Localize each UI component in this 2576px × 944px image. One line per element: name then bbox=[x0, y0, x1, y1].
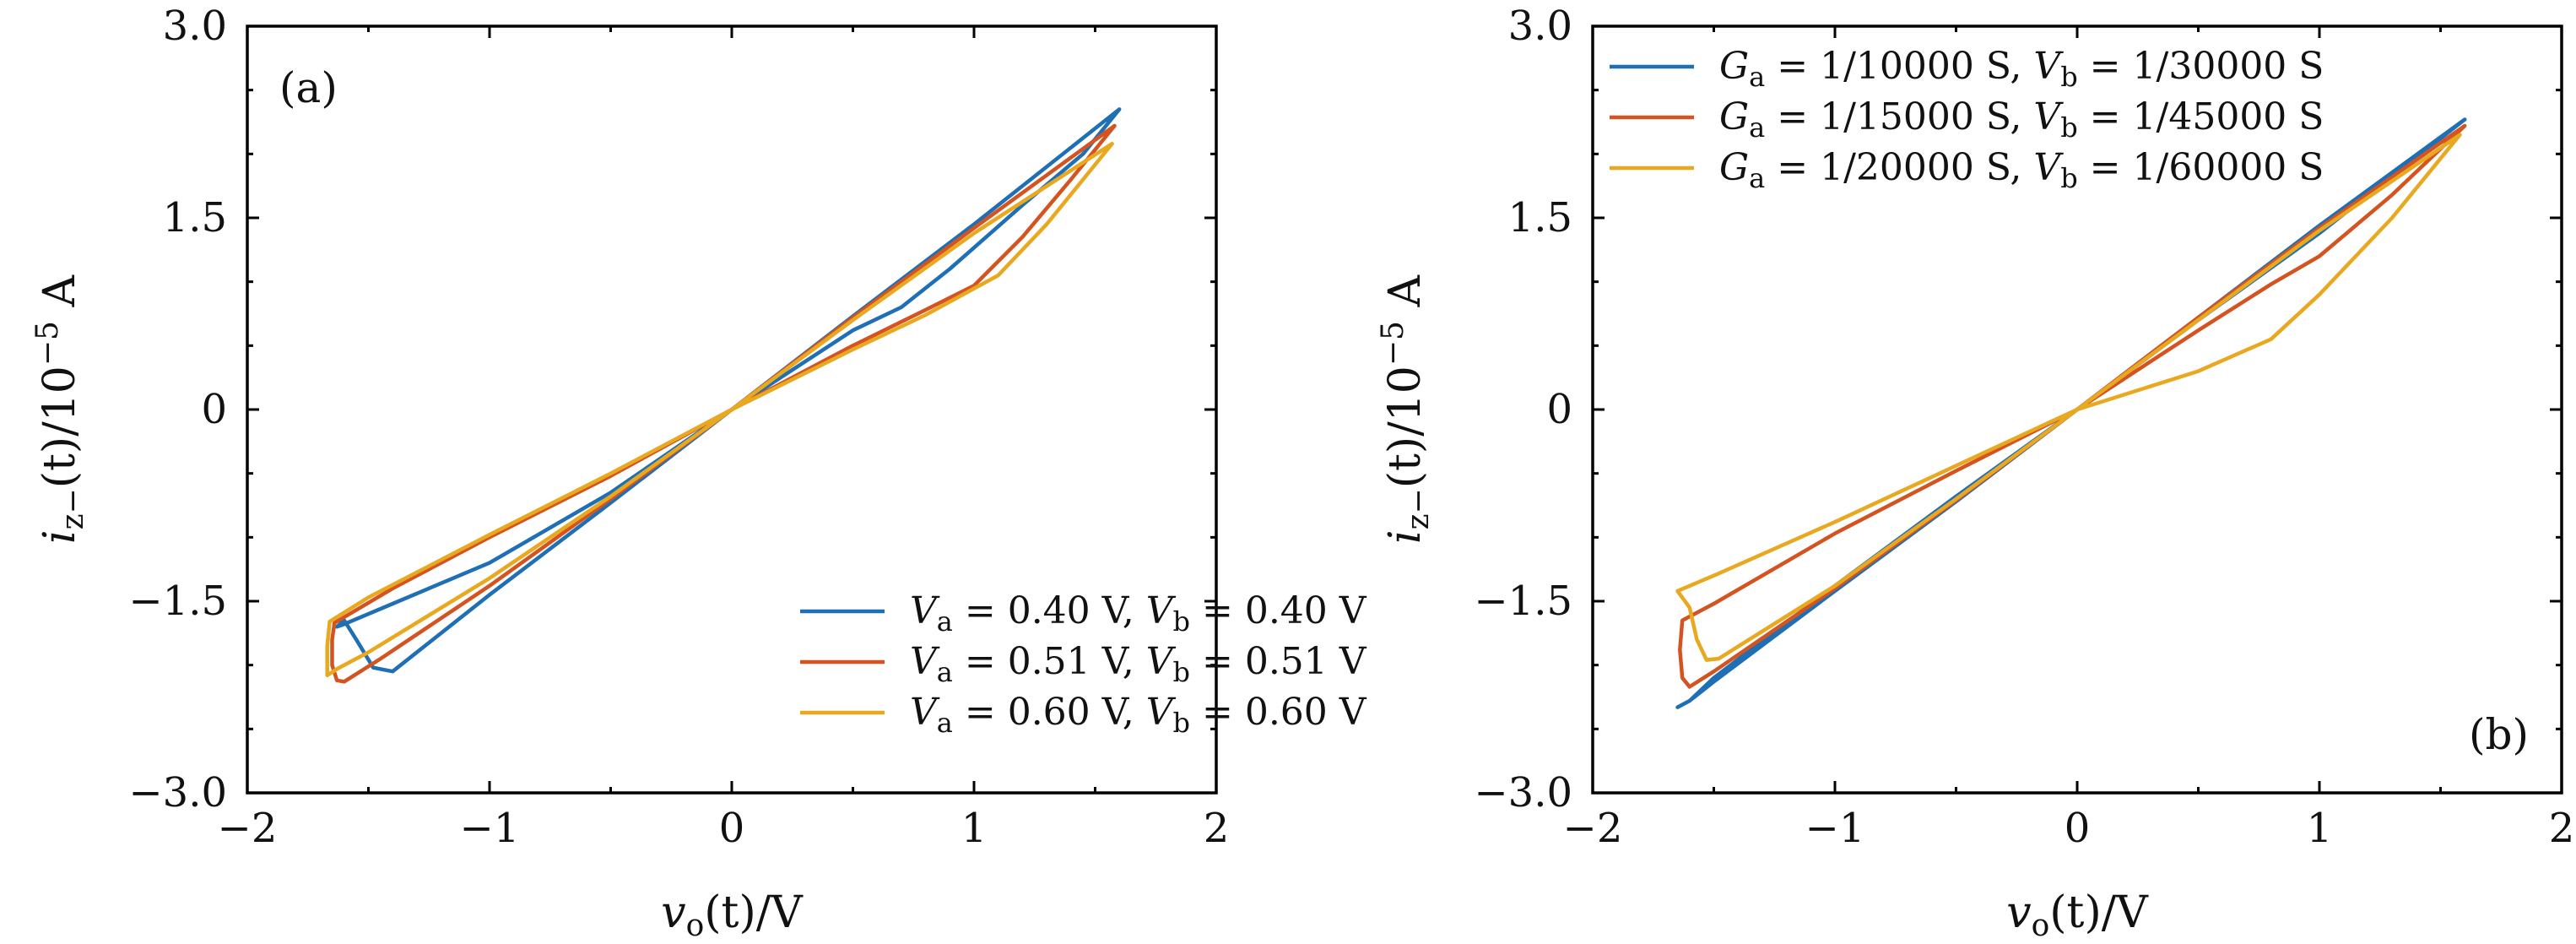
y-tick-label: −3.0 bbox=[128, 769, 227, 817]
panel-label: (b) bbox=[2469, 710, 2529, 759]
legend-entry: Ga = 1/10000 S, Vb = 1/30000 S bbox=[1719, 45, 2324, 93]
x-tick-label: −2 bbox=[218, 805, 278, 852]
y-tick-label: 1.5 bbox=[163, 194, 227, 241]
legend-entry: Ga = 1/20000 S, Vb = 1/60000 S bbox=[1719, 146, 2324, 194]
series-group bbox=[1675, 117, 2467, 709]
y-tick-label: −3.0 bbox=[1474, 769, 1572, 817]
x-tick-label: −2 bbox=[1563, 805, 1623, 852]
y-tick-label: 3.0 bbox=[163, 3, 227, 50]
x-axis-label: vo(t)/V bbox=[661, 887, 804, 943]
legend: Va = 0.40 V, Vb = 0.40 VVa = 0.51 V, Vb … bbox=[800, 589, 1367, 739]
y-tick-label: 3.0 bbox=[1508, 3, 1572, 50]
x-tick-label: 1 bbox=[961, 805, 988, 852]
panel-b: −2 −1 0 1 2 −3.0 −1.5 0 1.5 3.0 vo(t)/V iz−(t)/10−5… bbox=[1376, 3, 2574, 943]
y-tick-label: 0 bbox=[1546, 386, 1572, 433]
series-line-3 bbox=[1675, 133, 2462, 662]
legend-entry: Ga = 1/15000 S, Vb = 1/45000 S bbox=[1719, 95, 2324, 144]
x-tick-label: −1 bbox=[460, 805, 520, 852]
y-tick-label: −1.5 bbox=[128, 578, 227, 625]
x-tick-label: 0 bbox=[719, 805, 745, 852]
x-tick-label: 2 bbox=[2549, 805, 2575, 852]
y-tick-label: −1.5 bbox=[1474, 578, 1572, 625]
legend-entry: Va = 0.40 V, Vb = 0.40 V bbox=[910, 589, 1367, 637]
x-tick-label: 0 bbox=[2065, 805, 2091, 852]
legend-entry: Va = 0.51 V, Vb = 0.51 V bbox=[910, 640, 1367, 688]
x-tick-label: −1 bbox=[1805, 805, 1865, 852]
panel-a: −2 −1 0 1 2 −3.0 −1.5 0 1.5 3.0 vo(t)/V iz−(t)/10−5… bbox=[30, 3, 1367, 943]
panel-label: (a) bbox=[279, 63, 338, 112]
series-line-1 bbox=[334, 107, 1122, 674]
y-axis-label: iz−(t)/10−5 A bbox=[1376, 274, 1436, 545]
legend-entry: Va = 0.60 V, Vb = 0.60 V bbox=[910, 691, 1367, 739]
x-tick-label: 1 bbox=[2307, 805, 2333, 852]
y-axis-label: iz−(t)/10−5 A bbox=[30, 274, 90, 545]
y-tick-label: 1.5 bbox=[1508, 194, 1572, 241]
legend: Ga = 1/10000 S, Vb = 1/30000 SGa = 1/150… bbox=[1610, 45, 2324, 194]
x-tick-label: 2 bbox=[1204, 805, 1230, 852]
series-group bbox=[325, 107, 1122, 684]
x-axis-label: vo(t)/V bbox=[2006, 887, 2149, 943]
series-line-3 bbox=[325, 141, 1114, 678]
y-tick-label: 0 bbox=[201, 386, 227, 433]
